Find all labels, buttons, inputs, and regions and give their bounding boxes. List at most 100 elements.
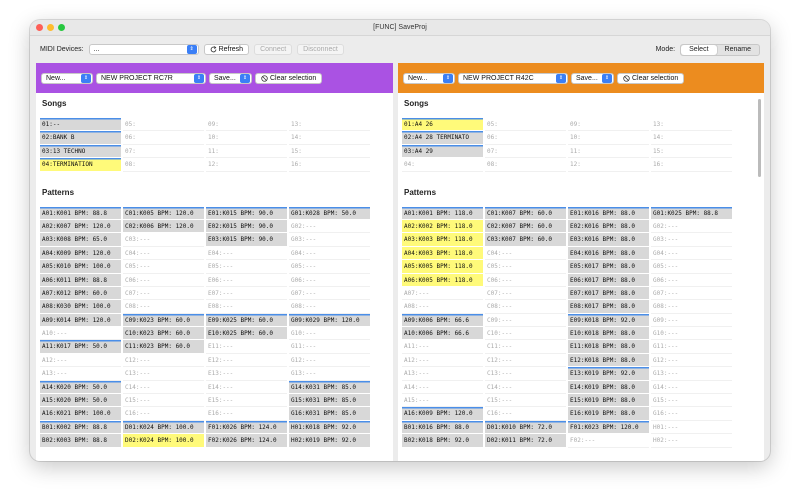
pattern-slot[interactable]: G06:--- [651,273,732,287]
pattern-slot[interactable]: D01:K024 BPM: 100.0 [123,420,204,435]
pattern-slot[interactable]: A02:K002 BPM: 118.0 [402,219,483,234]
pattern-slot[interactable]: G14:K031 BPM: 85.0 [289,380,370,395]
pattern-slot[interactable]: C13:--- [123,367,204,381]
song-slot[interactable]: 15: [289,144,370,159]
pattern-slot[interactable]: G13:--- [289,367,370,381]
pattern-slot[interactable]: C04:--- [485,246,566,261]
song-slot[interactable]: 08: [123,158,204,172]
pattern-slot[interactable]: E07:K017 BPM: 88.0 [568,286,649,301]
pattern-slot[interactable]: C15:--- [123,394,204,408]
pattern-slot[interactable]: A10:K006 BPM: 66.6 [402,327,483,341]
new-project-select[interactable]: New... ⇕ [41,72,93,84]
disconnect-button[interactable]: Disconnect [297,44,344,55]
pattern-slot[interactable]: D01:K010 BPM: 72.0 [485,420,566,435]
pattern-slot[interactable]: G07:--- [289,286,370,301]
mode-select-option[interactable]: Select [681,44,717,55]
pattern-slot[interactable]: A02:K007 BPM: 120.0 [40,219,121,234]
pattern-slot[interactable]: C03:K007 BPM: 60.0 [485,233,566,247]
pattern-slot[interactable]: E15:--- [206,394,287,408]
song-slot[interactable]: 05: [485,118,566,132]
pattern-slot[interactable]: G01:K028 BPM: 50.0 [289,206,370,220]
pattern-slot[interactable]: G11:--- [289,340,370,354]
pattern-slot[interactable]: C10:K023 BPM: 60.0 [123,327,204,341]
pattern-slot[interactable]: G08:--- [289,300,370,314]
pattern-slot[interactable]: E02:K016 BPM: 88.0 [568,219,649,234]
pattern-slot[interactable]: C06:--- [485,273,566,287]
pattern-slot[interactable]: A15:K020 BPM: 50.0 [40,394,121,408]
pattern-slot[interactable]: A10:--- [40,327,121,341]
pattern-slot[interactable]: H01:--- [651,420,732,435]
pattern-slot[interactable]: E10:K018 BPM: 88.0 [568,327,649,341]
pattern-slot[interactable]: A13:--- [402,367,483,381]
pattern-slot[interactable]: C09:--- [485,313,566,328]
song-slot[interactable]: 13: [651,118,732,132]
pattern-slot[interactable]: E04:--- [206,246,287,261]
new-project-select[interactable]: New... ⇕ [403,72,455,84]
pattern-slot[interactable]: E03:K015 BPM: 90.0 [206,233,287,247]
pattern-slot[interactable]: C16:--- [485,407,566,421]
pattern-slot[interactable]: A01:K001 BPM: 118.0 [402,206,483,220]
pattern-slot[interactable]: G06:--- [289,273,370,287]
song-slot[interactable]: 05: [123,118,204,132]
song-slot[interactable]: 06: [485,131,566,145]
pattern-slot[interactable]: C13:--- [485,367,566,381]
pattern-slot[interactable]: C15:--- [485,394,566,408]
pattern-slot[interactable]: F01:K026 BPM: 124.0 [206,420,287,435]
pattern-slot[interactable]: A09:K014 BPM: 120.0 [40,313,121,328]
pattern-slot[interactable]: B01:K016 BPM: 88.0 [402,420,483,435]
pattern-slot[interactable]: C07:--- [485,286,566,301]
pattern-slot[interactable]: E09:K025 BPM: 60.0 [206,313,287,328]
song-slot[interactable]: 02:BANK B [40,131,121,145]
pattern-slot[interactable]: C03:--- [123,233,204,247]
song-slot[interactable]: 11: [206,144,287,159]
pattern-slot[interactable]: G03:--- [289,233,370,247]
project-name-select[interactable]: NEW PROJECT R42C ⇕ [458,72,568,84]
pattern-slot[interactable]: C14:--- [485,380,566,395]
pattern-slot[interactable]: H02:K019 BPM: 92.0 [289,434,370,448]
song-slot[interactable]: 08: [485,158,566,172]
pattern-slot[interactable]: C14:--- [123,380,204,395]
pattern-slot[interactable]: G12:--- [651,353,732,368]
pattern-slot[interactable]: A14:K020 BPM: 50.0 [40,380,121,395]
song-slot[interactable]: 02:A4 28 TERMINATO [402,131,483,145]
pattern-slot[interactable]: G15:--- [651,394,732,408]
pattern-slot[interactable]: G16:K031 BPM: 85.0 [289,407,370,421]
pattern-slot[interactable]: E12:K018 BPM: 88.0 [568,353,649,368]
song-slot[interactable]: 09: [568,118,649,132]
pattern-slot[interactable]: C11:--- [485,340,566,354]
song-slot[interactable]: 11: [568,144,649,159]
pattern-slot[interactable]: G09:--- [651,313,732,328]
pattern-slot[interactable]: D02:K011 BPM: 72.0 [485,434,566,448]
pattern-slot[interactable]: A16:K009 BPM: 120.0 [402,407,483,421]
pattern-slot[interactable]: A03:K008 BPM: 65.0 [40,233,121,247]
pattern-slot[interactable]: G04:--- [651,246,732,261]
refresh-button[interactable]: Refresh [203,44,250,55]
pattern-slot[interactable]: B02:K018 BPM: 92.0 [402,434,483,448]
pattern-slot[interactable]: C05:--- [123,260,204,274]
mode-rename-option[interactable]: Rename [724,45,751,53]
pattern-slot[interactable]: E12:--- [206,353,287,368]
song-slot[interactable]: 06: [123,131,204,145]
song-slot[interactable]: 01:A4 26 [402,118,483,132]
pattern-slot[interactable]: G10:--- [651,327,732,341]
pattern-slot[interactable]: A11:K017 BPM: 50.0 [40,340,121,354]
clear-selection-button[interactable]: Clear selection [617,72,685,84]
song-slot[interactable]: 03:13 TECHNO [40,144,121,159]
pattern-slot[interactable]: E13:--- [206,367,287,381]
pattern-slot[interactable]: C02:K007 BPM: 60.0 [485,219,566,234]
pattern-slot[interactable]: B01:K002 BPM: 88.8 [40,420,121,435]
pattern-slot[interactable]: A12:--- [40,353,121,368]
song-slot[interactable]: 07: [123,144,204,159]
pattern-slot[interactable]: C05:--- [485,260,566,274]
pattern-slot[interactable]: A07:--- [402,286,483,301]
pattern-slot[interactable]: G01:K025 BPM: 88.8 [651,206,732,220]
pattern-slot[interactable]: C08:--- [485,300,566,314]
pattern-slot[interactable]: E07:--- [206,286,287,301]
song-slot[interactable]: 14: [289,131,370,145]
pattern-slot[interactable]: G10:--- [289,327,370,341]
pattern-slot[interactable]: E10:K025 BPM: 60.0 [206,327,287,341]
song-slot[interactable]: 16: [651,158,732,172]
song-slot[interactable]: 04: [402,158,483,172]
pattern-slot[interactable]: A14:--- [402,380,483,395]
pattern-slot[interactable]: A11:--- [402,340,483,354]
